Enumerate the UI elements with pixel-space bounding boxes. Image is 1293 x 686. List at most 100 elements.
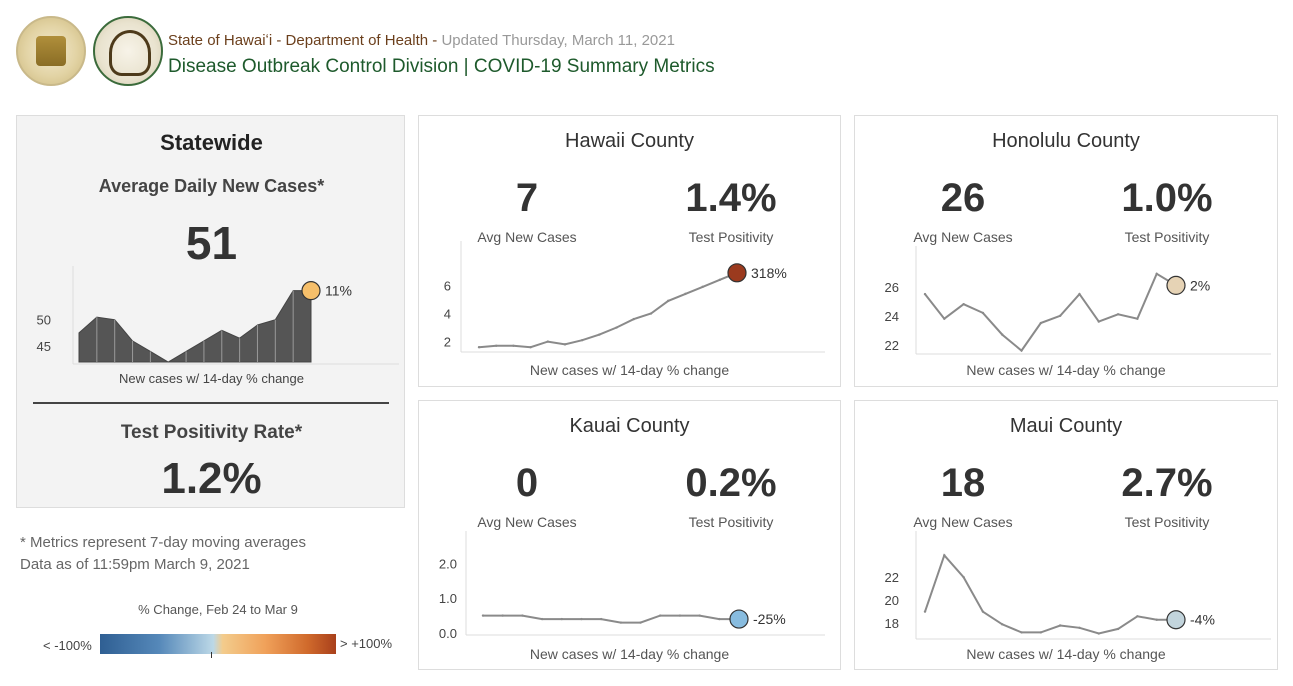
header-department: State of Hawaiʻi - Department of Health … [168,32,675,49]
data-point [1155,618,1158,621]
data-point [1020,631,1023,634]
pct-change-label: 318% [751,265,787,281]
legend-zero-tick [211,652,212,658]
data-point [481,614,485,617]
y-tick-label: 20 [885,593,899,608]
county-title: Honolulu County [992,130,1140,152]
data-point [1058,624,1062,627]
chart-caption: New cases w/ 14-day % change [529,362,730,378]
data-point [1001,623,1004,626]
county-panel-kauai: Kauai County 0 Avg New Cases 0.2% Test P… [418,400,841,670]
footnote-moving-average: * Metrics represent 7-day moving average… [20,534,306,551]
data-point [563,343,567,346]
latest-value-marker [1166,275,1186,295]
test-positivity-label: Test Positivity [1124,229,1210,245]
y-tick-label: 4 [444,307,451,322]
legend-title: % Change, Feb 24 to Mar 9 [138,602,298,617]
y-tick-label: 2 [444,335,451,350]
test-positivity-label: Test Positivity [1124,514,1210,530]
avg-new-cases-label: Avg New Cases [913,514,1013,530]
data-point [649,312,653,315]
data-point [615,326,618,329]
statewide-cases-label: Average Daily New Cases* [98,176,325,196]
header-dept-text: State of Hawaiʻi - Department of Health … [168,32,438,49]
statewide-cases-value: 51 [185,217,238,269]
chart-caption: New cases w/ 14-day % change [966,646,1166,662]
data-point [659,614,662,617]
county-trend-chart[interactable]: 0.0 1.0 2.0 -25% [419,401,842,671]
data-point [1078,292,1081,296]
data-point [667,299,670,303]
county-trend-chart[interactable]: 2 4 6 318% [419,116,842,388]
latest-value-marker [301,281,321,301]
data-point [718,278,721,282]
chart-caption: New cases w/ 14-day % change [529,646,730,662]
line-series [483,614,739,624]
data-point [501,614,504,617]
data-point [1058,314,1062,317]
data-point [1116,313,1120,316]
statewide-positivity-label: Test Positivity Rate* [120,422,303,443]
pct-change-label: -25% [753,611,786,627]
data-point [1116,627,1120,631]
data-point [698,614,701,617]
data-point [1136,317,1139,320]
pct-change-label: 2% [1190,277,1210,293]
avg-new-cases-value: 7 [515,176,539,220]
statewide-positivity-value: 1.2% [161,454,262,503]
data-point [529,345,532,349]
header-updated: Updated Thursday, March 11, 2021 [437,32,675,49]
data-point [521,614,524,617]
county-title: Kauai County [569,415,690,437]
data-point [1097,632,1100,635]
data-point [943,554,946,557]
data-point [1039,321,1043,325]
data-point [512,344,515,347]
test-positivity-label: Test Positivity [688,229,774,245]
y-tick-label: 1.0 [439,591,457,606]
data-point [560,617,563,621]
statewide-title: Statewide [160,130,263,155]
data-point [684,292,687,296]
test-positivity-label: Test Positivity [688,514,774,530]
data-point [1078,626,1081,629]
county-title: Maui County [1009,415,1123,437]
data-point [546,340,549,343]
color-legend-bar [100,634,336,654]
latest-value-marker [727,263,747,283]
data-point [701,285,704,289]
county-trend-chart[interactable]: 22 24 26 2% [855,116,1279,388]
data-point [495,344,498,347]
data-point [580,617,583,621]
test-positivity-value: 2.7% [1121,461,1213,505]
data-point [981,610,985,613]
statewide-trend-chart[interactable]: 45 50 11% [17,116,406,509]
area-series [78,290,312,363]
pct-change-label: 11% [325,283,352,299]
test-positivity-value: 1.4% [685,176,777,220]
avg-new-cases-value: 0 [515,461,539,505]
latest-value-marker [1166,610,1186,630]
data-point [923,292,927,296]
avg-new-cases-label: Avg New Cases [477,514,577,530]
y-tick-label: 24 [885,309,899,324]
data-point [639,621,642,624]
county-panel-hawaii: Hawaii County 7 Avg New Cases 1.4% Test … [418,115,841,387]
data-point [962,303,965,306]
y-tick-label: 18 [885,616,899,631]
y-tick-label: 22 [885,570,899,585]
footnote-data-date: Data as of 11:59pm March 9, 2021 [20,556,250,573]
avg-new-cases-label: Avg New Cases [477,229,577,245]
data-point [678,614,682,617]
avg-new-cases-value: 26 [940,176,986,220]
test-positivity-value: 1.0% [1121,176,1213,220]
y-tick-label: 2.0 [439,556,457,571]
y-tick-label: 22 [885,338,899,353]
data-point [581,338,584,342]
data-point [718,617,721,621]
data-point [599,617,603,621]
data-point [1097,320,1100,323]
avg-new-cases-value: 18 [940,461,986,505]
county-trend-chart[interactable]: 18 20 22 -4% [855,401,1279,671]
county-title: Hawaii County [565,130,694,152]
